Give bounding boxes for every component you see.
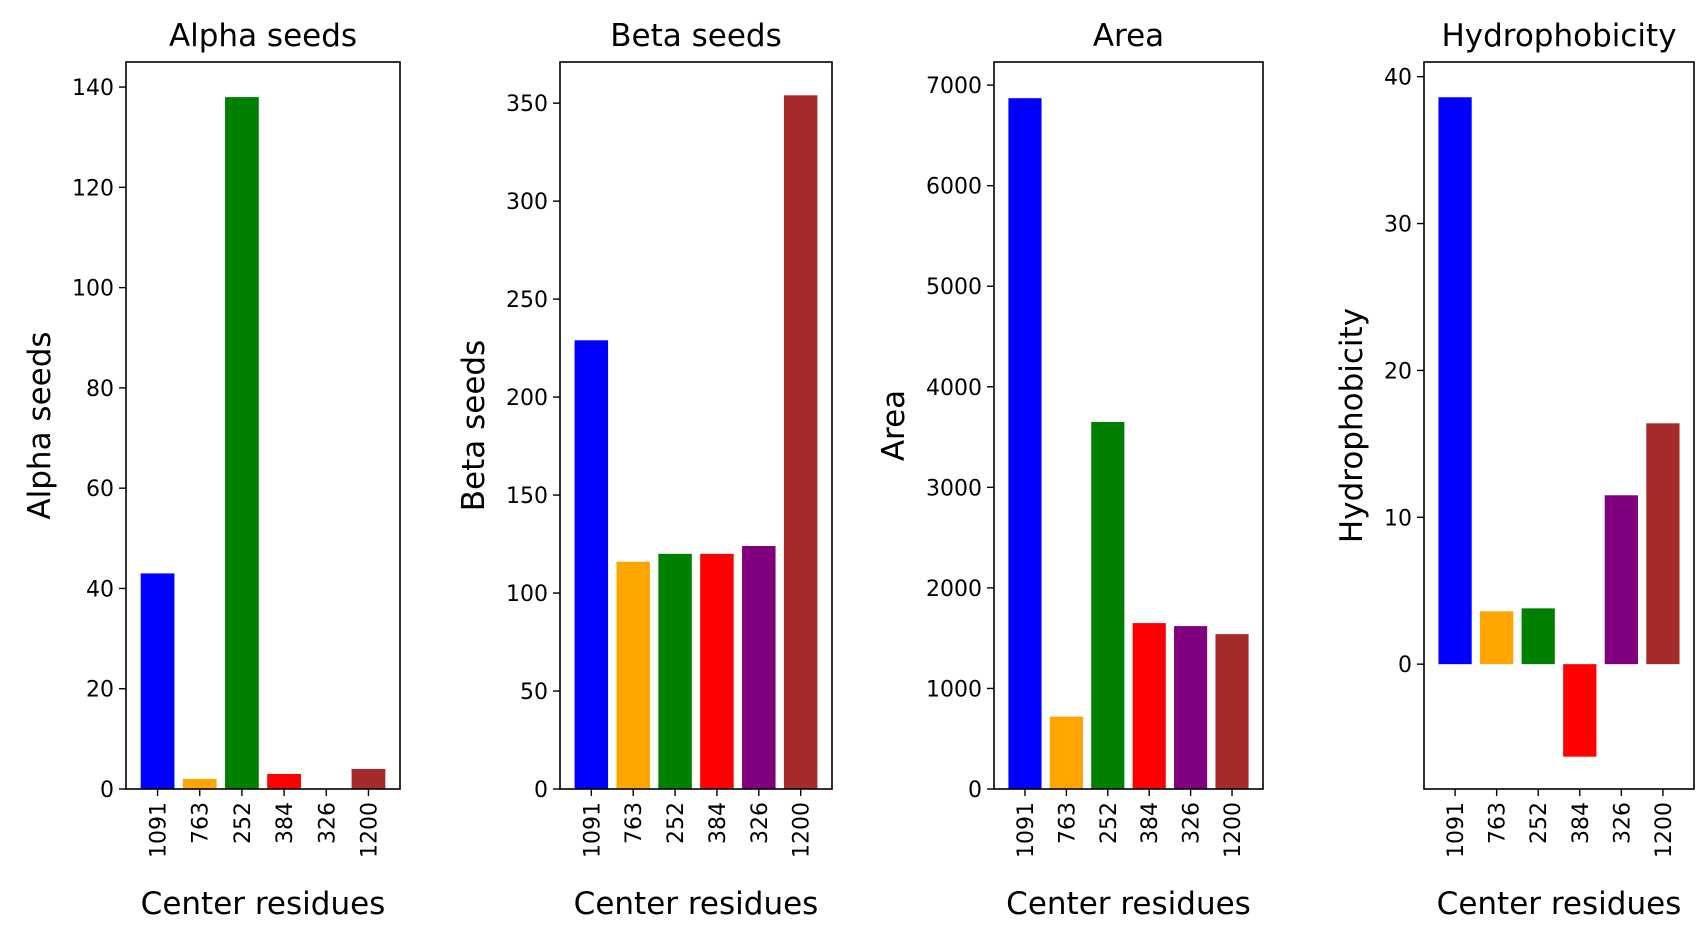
x-tick-label: 326 (1610, 802, 1635, 844)
x-tick-label: 252 (664, 802, 689, 844)
x-tick-label: 326 (748, 802, 773, 844)
y-tick-label: 300 (506, 190, 548, 215)
y-tick-label: 1000 (926, 677, 982, 702)
chart-title: Beta seeds (610, 18, 781, 54)
x-axis-label: Center residues (141, 886, 386, 922)
bar-1200 (1215, 634, 1249, 789)
bar-763 (1049, 716, 1083, 789)
bar-384 (1132, 623, 1166, 789)
plot-frame (559, 61, 833, 790)
plot-frame (125, 61, 401, 790)
y-tick-label: 120 (72, 176, 114, 201)
bar-326 (1604, 495, 1638, 665)
x-tick-label: 384 (1138, 802, 1163, 844)
x-tick-label: 252 (231, 802, 256, 844)
chart-panel-1: 0 20 40 60 80 100 120 140 1091 763 252 384 326 1200 Al… (22, 18, 401, 922)
y-axis-label: Alpha seeds (22, 331, 58, 519)
bar-252 (658, 553, 692, 789)
x-tick-label: 252 (1097, 802, 1122, 844)
x-tick-label: 1200 (790, 802, 815, 858)
x-tick-label: 326 (315, 802, 340, 844)
y-tick-label: 0 (968, 778, 982, 803)
bar-1200 (1646, 423, 1680, 665)
x-tick-label: 384 (273, 802, 298, 844)
y-tick-label: 30 (1384, 213, 1412, 238)
plot-frame (993, 61, 1264, 790)
chart-panel-4: 0 10 20 30 40 1091 763 252 384 326 1200 Hydrophobic… (1334, 18, 1695, 922)
bar-384 (700, 553, 734, 789)
bar-763 (1480, 611, 1514, 665)
bar-252 (1521, 608, 1555, 665)
x-tick-label: 1091 (1444, 802, 1469, 858)
y-tick-label: 6000 (926, 175, 982, 200)
bar-1200 (351, 768, 386, 789)
bar-1091 (1008, 98, 1042, 789)
chart-title: Area (1093, 18, 1164, 54)
y-tick-label: 80 (86, 377, 114, 402)
y-axis-label: Area (876, 390, 912, 461)
y-tick-label: 140 (72, 76, 114, 101)
y-tick-label: 100 (506, 582, 548, 607)
y-tick-label: 0 (1398, 653, 1412, 678)
x-tick-label: 326 (1180, 802, 1205, 844)
y-tick-label: 50 (520, 680, 548, 705)
bar-252 (1091, 421, 1125, 789)
bar-252 (225, 97, 259, 790)
bar-326 (742, 546, 776, 789)
y-tick-label: 350 (506, 92, 548, 117)
y-tick-label: 4000 (926, 376, 982, 401)
x-tick-label: 384 (706, 802, 731, 844)
y-tick-label: 0 (534, 778, 548, 803)
x-tick-label: 763 (622, 802, 647, 844)
y-tick-label: 0 (100, 778, 114, 803)
bar-384 (267, 773, 301, 789)
x-tick-label: 1200 (1652, 802, 1677, 858)
y-axis-label: Hydrophobicity (1334, 308, 1370, 543)
y-tick-label: 7000 (926, 74, 982, 99)
x-axis-label: Center residues (574, 886, 819, 922)
y-tick-label: 60 (86, 477, 114, 502)
x-tick-label: 1091 (580, 802, 605, 858)
bar-1200 (783, 95, 818, 789)
x-tick-label: 384 (1569, 802, 1594, 844)
y-tick-label: 10 (1384, 506, 1412, 531)
bar-1091 (574, 340, 609, 789)
y-tick-label: 100 (72, 277, 114, 302)
y-tick-label: 200 (506, 386, 548, 411)
bar-326 (1174, 626, 1208, 789)
y-tick-label: 5000 (926, 275, 982, 300)
x-tick-label: 763 (1055, 802, 1080, 844)
y-tick-label: 20 (86, 678, 114, 703)
chart-title: Alpha seeds (169, 18, 357, 54)
x-tick-label: 1200 (1221, 802, 1246, 858)
x-tick-label: 1091 (147, 802, 172, 858)
bar-763 (616, 561, 650, 789)
y-tick-label: 20 (1384, 359, 1412, 384)
bar-763 (182, 778, 217, 789)
y-tick-label: 3000 (926, 476, 982, 501)
x-axis-label: Center residues (1006, 886, 1251, 922)
chart-panel-2: 0 50 100 150 200 250 300 350 1091 763 252 384 326 120… (456, 18, 833, 922)
x-axis-label: Center residues (1437, 886, 1682, 922)
chart-panel-3: 0 1000 2000 3000 4000 5000 6000 7000 1091 763 252 3… (876, 18, 1264, 922)
x-tick-label: 1200 (357, 802, 382, 858)
x-tick-label: 252 (1527, 802, 1552, 844)
y-axis-label: Beta seeds (456, 340, 492, 511)
y-tick-label: 2000 (926, 577, 982, 602)
bar-384 (1563, 664, 1597, 757)
y-tick-label: 150 (506, 484, 548, 509)
y-tick-label: 40 (86, 577, 114, 602)
y-tick-label: 250 (506, 288, 548, 313)
chart-title: Hydrophobicity (1441, 18, 1676, 54)
x-tick-label: 1091 (1014, 802, 1039, 858)
x-tick-label: 763 (189, 802, 214, 844)
x-tick-label: 763 (1486, 802, 1511, 844)
plot-frame (1423, 61, 1695, 790)
bar-1091 (140, 573, 175, 789)
bar-1091 (1438, 97, 1472, 665)
y-tick-label: 40 (1384, 66, 1412, 91)
